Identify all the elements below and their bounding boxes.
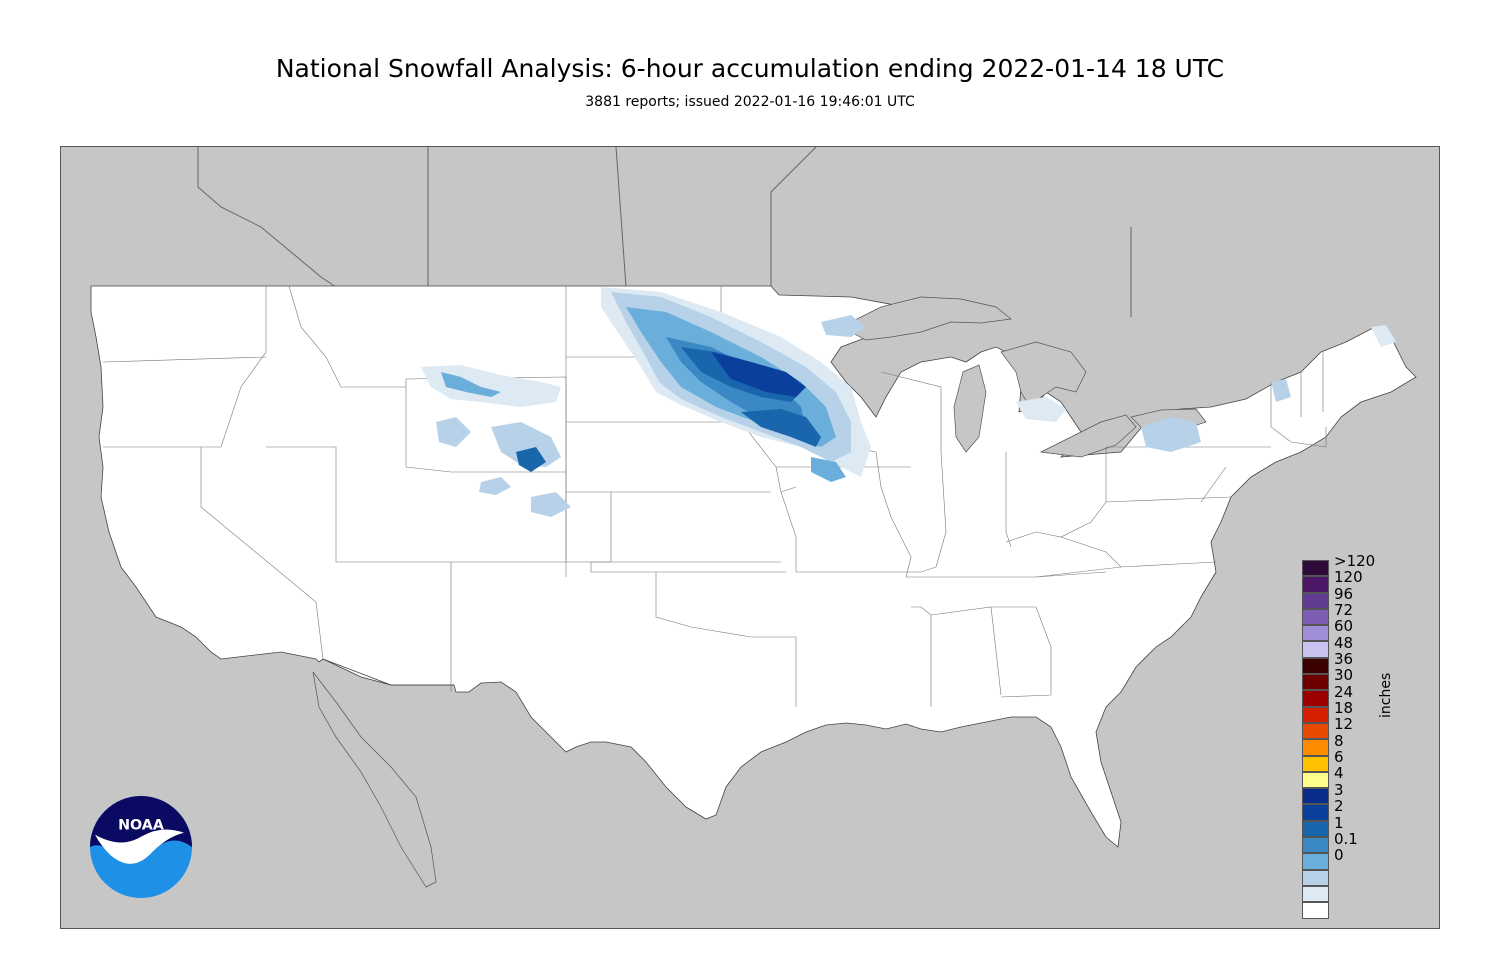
legend-label: 0 bbox=[1334, 846, 1344, 865]
legend-label: 4 bbox=[1334, 764, 1344, 783]
legend-units: inches bbox=[1378, 672, 1394, 718]
snowfall-shading bbox=[421, 287, 1396, 517]
legend-label: >120 bbox=[1334, 552, 1376, 570]
legend-swatch bbox=[1302, 722, 1329, 740]
legend-swatch bbox=[1302, 804, 1329, 821]
gulf-of-california bbox=[312, 671, 437, 888]
legend-swatch bbox=[1302, 608, 1329, 626]
legend-label: 1 bbox=[1334, 813, 1344, 832]
legend-swatch bbox=[1302, 576, 1329, 593]
legend-swatch bbox=[1302, 869, 1329, 886]
legend-swatch bbox=[1302, 788, 1329, 805]
legend-label: 30 bbox=[1334, 666, 1354, 685]
snowfall-map bbox=[60, 146, 1440, 929]
legend-label: 96 bbox=[1334, 584, 1354, 603]
map-canvas bbox=[61, 147, 1439, 928]
legend-swatch bbox=[1302, 820, 1329, 838]
legend-label: 8 bbox=[1334, 731, 1344, 750]
great-lakes bbox=[840, 296, 1207, 458]
mexico-border bbox=[322, 658, 454, 686]
map-subtitle: 3881 reports; issued 2022-01-16 19:46:01… bbox=[585, 94, 915, 110]
legend-swatch bbox=[1302, 755, 1329, 772]
legend-swatch bbox=[1302, 706, 1329, 723]
legend-label: 60 bbox=[1334, 617, 1354, 636]
noaa-logo: NOAA bbox=[90, 796, 192, 898]
legend-swatch bbox=[1302, 771, 1329, 789]
logo-text: NOAA bbox=[118, 818, 164, 834]
legend-swatch bbox=[1302, 837, 1329, 854]
legend-swatch bbox=[1302, 560, 1329, 577]
legend-label: 48 bbox=[1334, 633, 1354, 652]
legend-label: 12 bbox=[1334, 715, 1354, 734]
legend-swatch bbox=[1302, 641, 1329, 658]
legend-label: 120 bbox=[1334, 568, 1363, 587]
legend-swatch bbox=[1302, 853, 1329, 870]
legend-label: 3 bbox=[1334, 780, 1344, 799]
legend-swatch bbox=[1302, 657, 1329, 675]
legend-label: 2 bbox=[1334, 797, 1344, 816]
legend-label: 6 bbox=[1334, 748, 1344, 767]
legend-label: 0.1 bbox=[1334, 829, 1358, 848]
legend-swatch bbox=[1302, 592, 1329, 609]
legend-swatch bbox=[1302, 625, 1329, 642]
legend-swatch bbox=[1302, 674, 1329, 691]
map-title: National Snowfall Analysis: 6-hour accum… bbox=[275, 54, 1225, 83]
legend-label: 36 bbox=[1334, 650, 1354, 669]
legend-labels: >120 120 96 72 60 48 36 30 24 18 12 8 6 4 3 2 1 0.1 0 bbox=[1334, 553, 1375, 864]
legend-label: 24 bbox=[1334, 682, 1354, 701]
legend-swatch bbox=[1302, 690, 1329, 707]
legend-swatch bbox=[1302, 885, 1329, 903]
canada-boundaries bbox=[197, 147, 1132, 317]
legend-swatch bbox=[1302, 739, 1329, 756]
legend-colorbar bbox=[1302, 560, 1330, 919]
legend-label: 72 bbox=[1334, 601, 1354, 620]
legend-label: 18 bbox=[1334, 699, 1354, 718]
legend-swatch bbox=[1302, 902, 1329, 919]
